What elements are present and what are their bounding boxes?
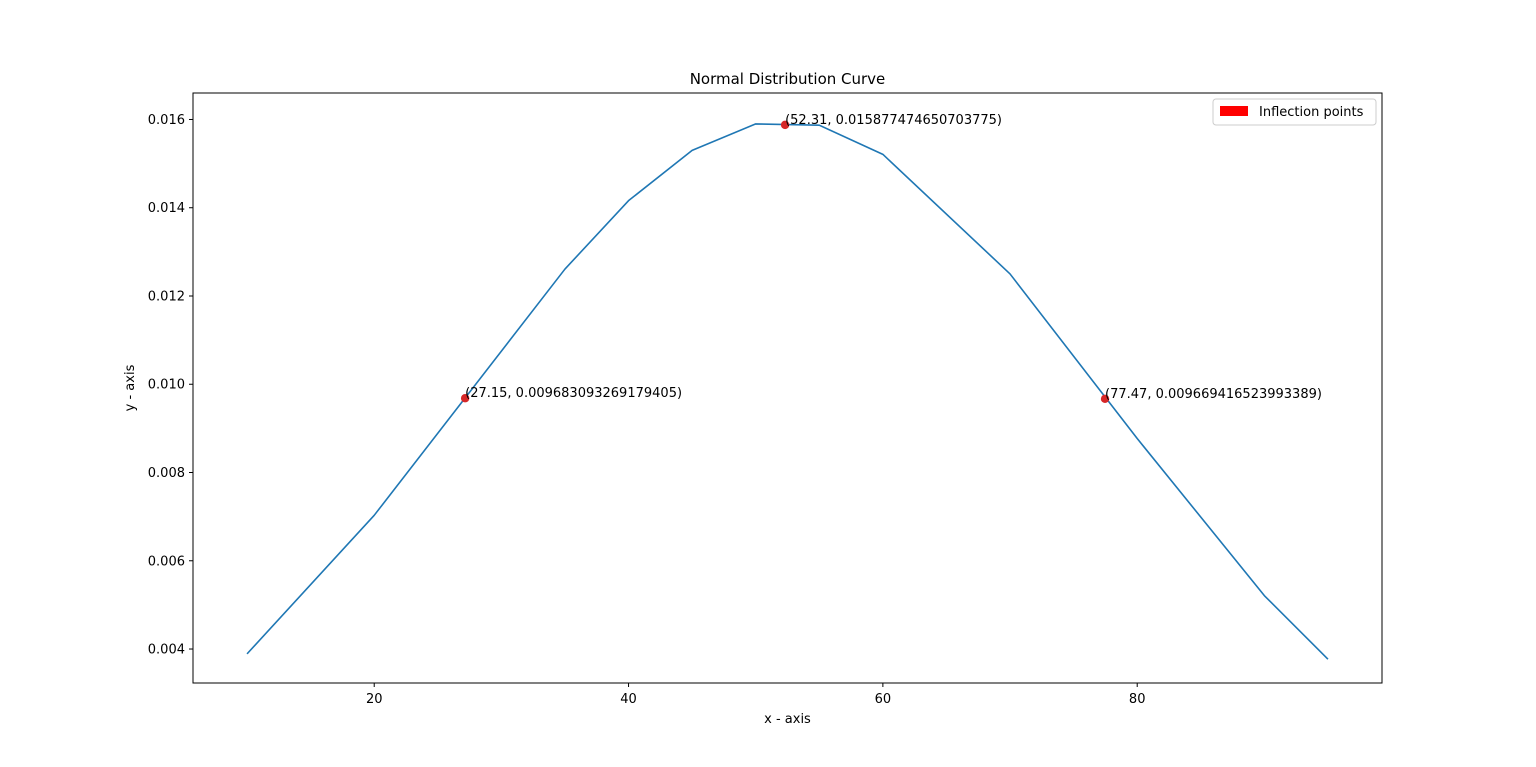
chart-title: Normal Distribution Curve [690,70,886,88]
point-annotation: (27.15, 0.009683093269179405) [465,386,682,401]
legend-swatch [1220,106,1248,116]
x-tick-label: 40 [620,692,637,707]
inflection-point [1100,394,1110,404]
y-axis-ticks: 0.004 0.006 0.008 0.010 0.012 0.014 0.016 [148,113,193,658]
y-tick-label: 0.012 [148,289,185,304]
x-tick-label: 60 [875,692,892,707]
x-tick-label: 80 [1129,692,1146,707]
y-tick-label: 0.004 [148,643,185,658]
inflection-point [780,120,790,130]
inflection-point [460,394,470,403]
x-tick-label: 20 [366,692,383,707]
x-axis-ticks: 20 40 60 80 [366,683,1146,707]
legend-box [1212,98,1377,126]
y-tick-label: 0.006 [148,554,185,569]
y-tick-label: 0.008 [148,466,185,481]
y-axis-label: y - axis [123,364,138,411]
legend: Inflection points [1212,98,1377,126]
axes-frame [192,92,1383,684]
point-annotation: (52.31, 0.015877474650703775) [785,113,1002,128]
y-tick-label: 0.014 [148,201,185,216]
y-tick-label: 0.010 [148,378,185,393]
point-annotation: (77.47, 0.009669416523993389) [1105,387,1322,402]
plot-area: (27.15, 0.009683093269179405) (52.31, 0.0… [246,113,1329,660]
x-axis-label: x - axis [764,712,811,727]
legend-label: Inflection points [1259,105,1364,120]
y-tick-label: 0.016 [148,113,185,128]
